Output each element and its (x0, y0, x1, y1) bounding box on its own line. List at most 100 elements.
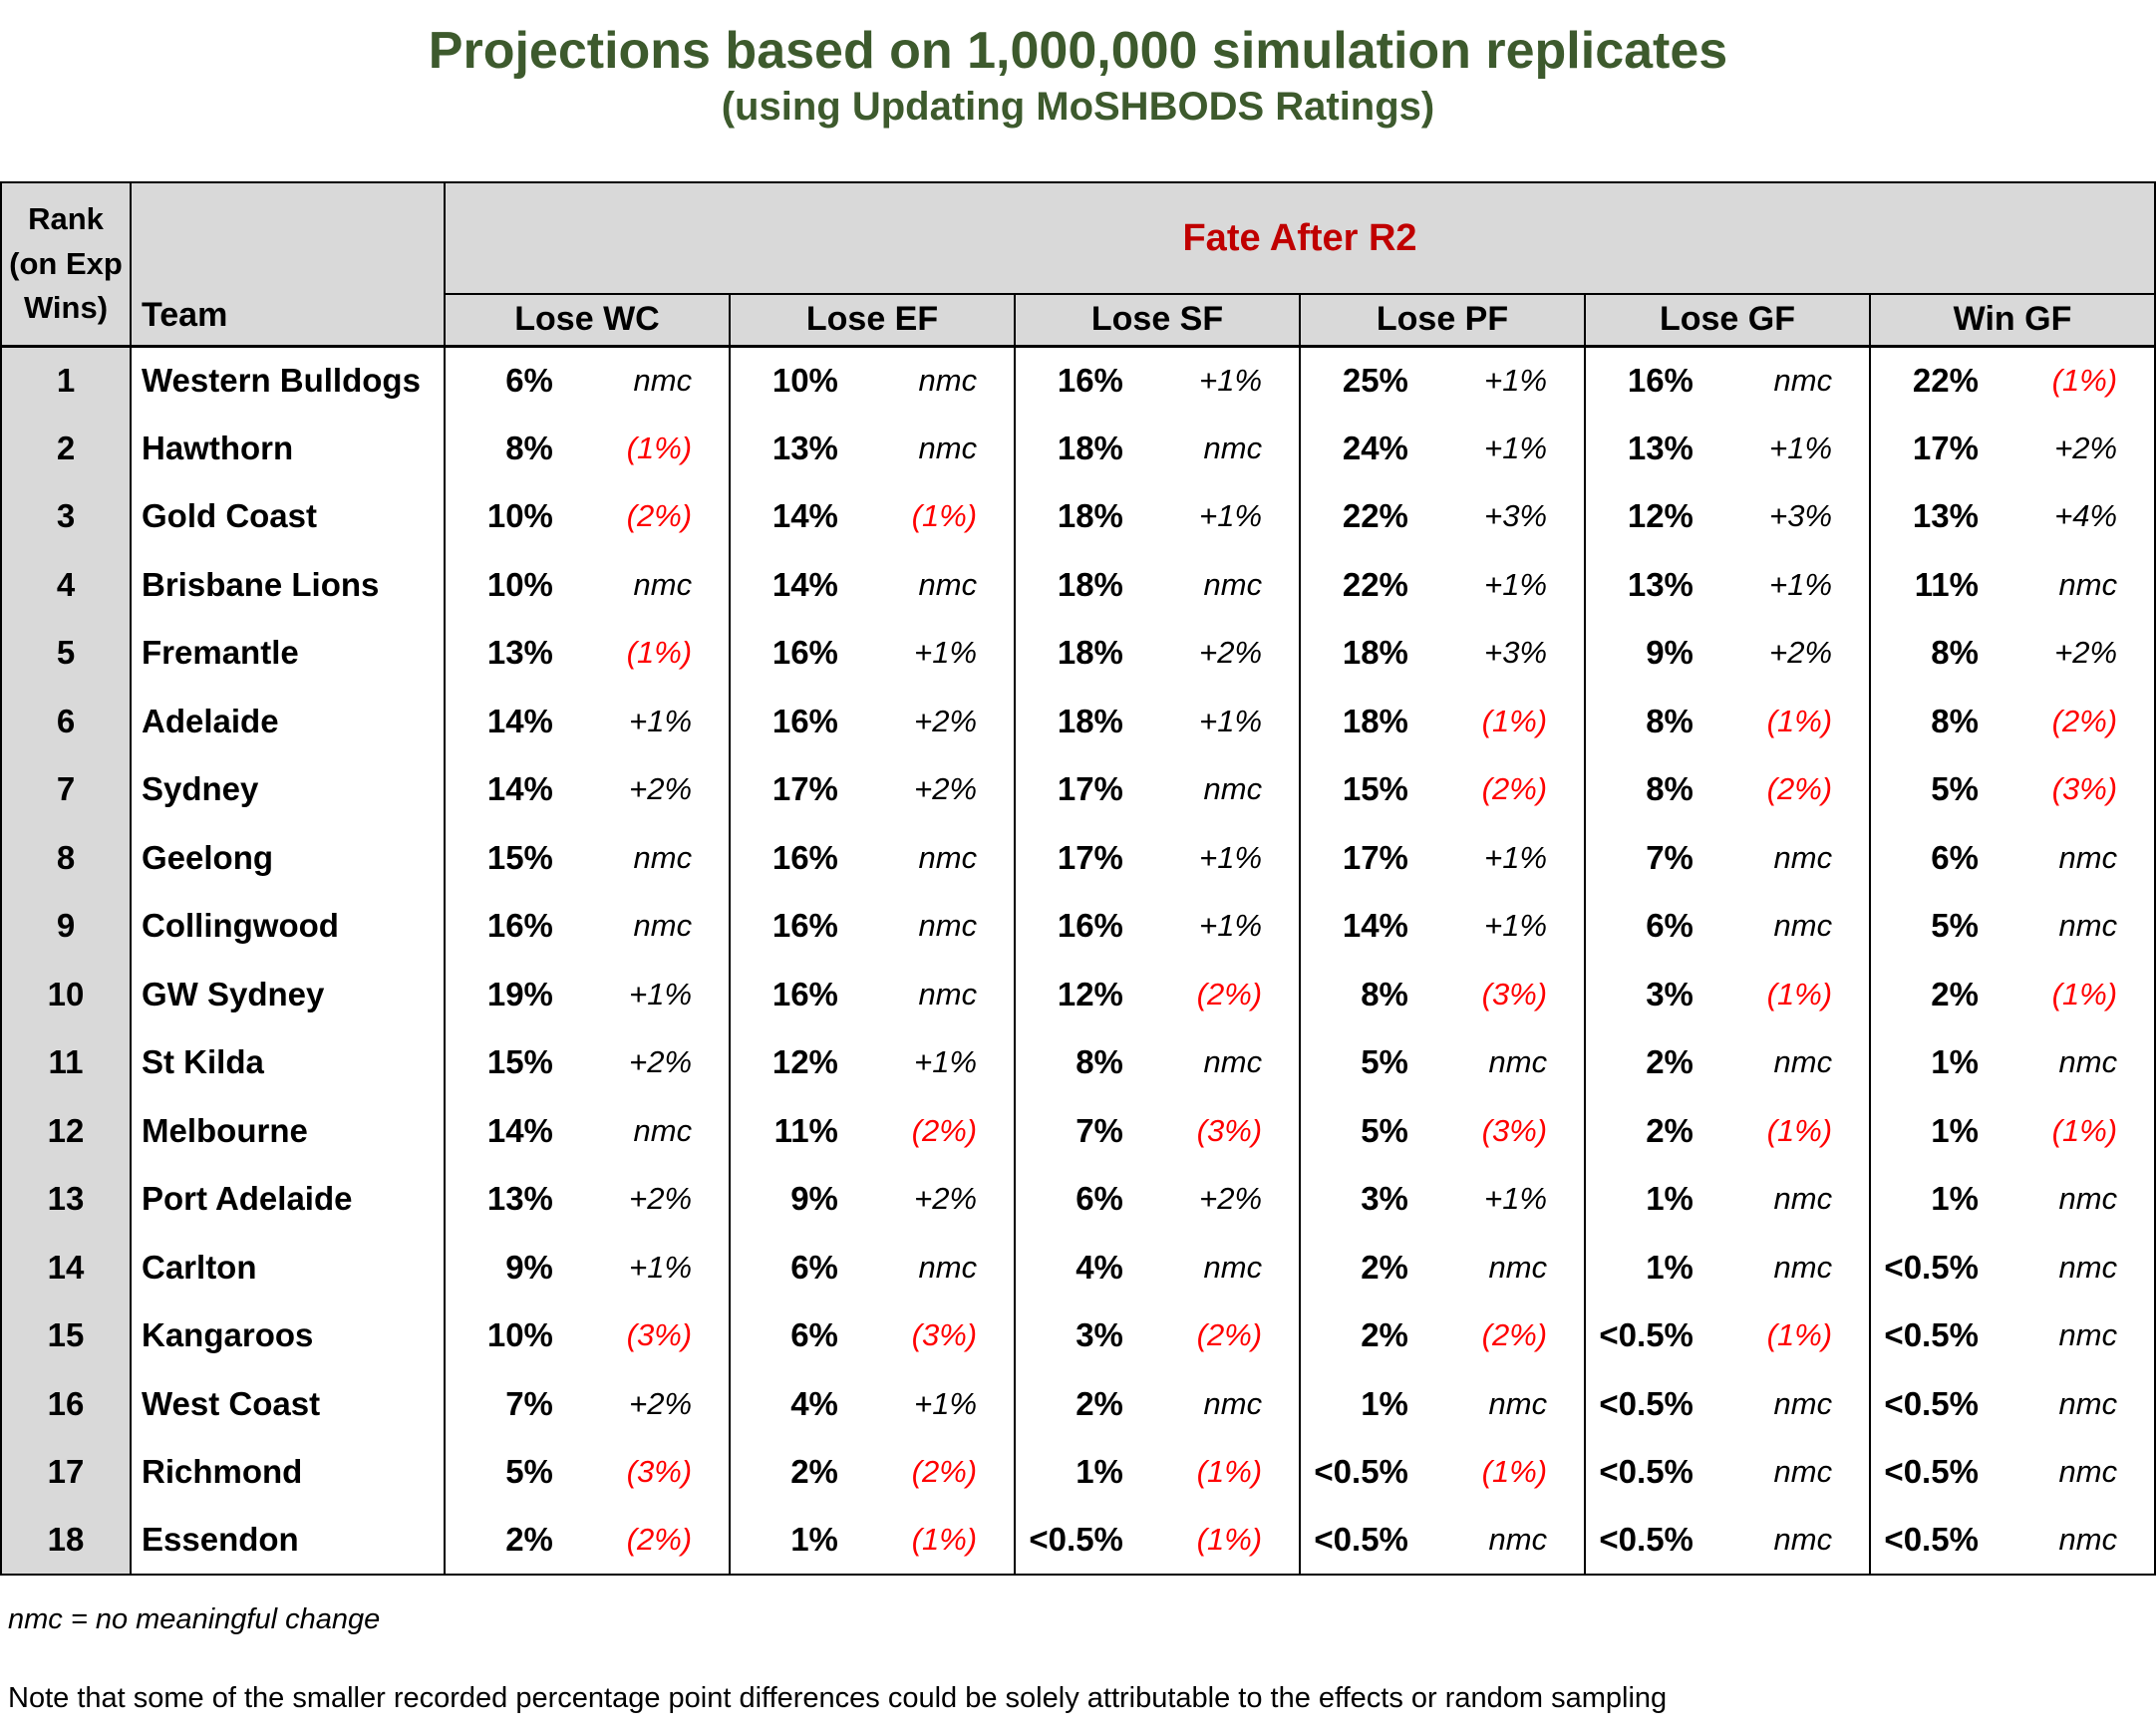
fate-probability: 2% (1931, 975, 1979, 1012)
fate-cell-5: 3% (1%) (1584, 960, 1870, 1029)
fate-change: +1% (1484, 908, 1548, 944)
fate-change: +2% (1769, 635, 1833, 671)
fate-change: +1% (1484, 430, 1548, 465)
fate-subheader-2: Lose EF (729, 294, 1015, 348)
fate-cell-content: 9% +2% (731, 1180, 1014, 1218)
fate-probability: 6% (1931, 838, 1979, 876)
fate-probability: 8% (1931, 634, 1979, 672)
fate-probability: 25% (1342, 362, 1408, 400)
fate-cell-content: 2% (1%) (1586, 1112, 1869, 1150)
fate-cell-content: 7% nmc (1586, 839, 1869, 877)
fate-change: nmc (1488, 1249, 1548, 1285)
fate-probability: 3% (1076, 1316, 1123, 1354)
fate-cell-content: 6% nmc (1586, 907, 1869, 945)
fate-change: nmc (918, 430, 978, 465)
fate-cell-3: 18% nmc (1014, 550, 1300, 620)
fate-cell-content: 13% +1% (1586, 566, 1869, 604)
fate-change: (1%) (1766, 703, 1833, 738)
fate-cell-3: <0.5% (1%) (1014, 1506, 1300, 1576)
fate-cell-2: 14% (1%) (729, 482, 1015, 551)
rank-cell: 9 (1, 892, 132, 961)
fate-change: (2%) (1766, 771, 1833, 807)
fate-cell-1: 5% (3%) (444, 1438, 730, 1507)
fate-cell-content: 22% +1% (1301, 566, 1584, 604)
fate-cell-2: 11% (2%) (729, 1096, 1015, 1166)
fate-change: +1% (1199, 363, 1263, 399)
team-cell: Adelaide (131, 687, 446, 756)
fate-probability: 8% (1646, 770, 1694, 808)
fate-probability: 1% (1931, 1043, 1979, 1081)
page-subtitle: (using Updating MoSHBODS Ratings) (721, 85, 1435, 130)
fate-change: +2% (629, 1181, 693, 1217)
fate-cell-4: 3% +1% (1299, 1165, 1585, 1234)
fate-cell-content: <0.5% nmc (1586, 1453, 1869, 1491)
fate-cell-3: 1% (1%) (1014, 1438, 1300, 1507)
fate-after-r2-header: Fate After R2 (445, 182, 2156, 296)
fate-cell-content: 1% (1%) (1016, 1453, 1299, 1491)
fate-probability: 6% (790, 1316, 838, 1354)
fate-change: +1% (1484, 363, 1548, 399)
fate-cell-content: 1% (1%) (1871, 1112, 2154, 1150)
fate-cell-content: 8% +2% (1871, 634, 2154, 672)
fate-change: nmc (1488, 1385, 1548, 1421)
fate-probability: <0.5% (1884, 1248, 1979, 1286)
team-cell: Port Adelaide (131, 1165, 446, 1234)
fate-cell-content: <0.5% nmc (1586, 1521, 1869, 1559)
fate-probability: 24% (1342, 429, 1408, 466)
fate-cell-content: <0.5% nmc (1871, 1249, 2154, 1287)
fate-cell-content: 3% (1%) (1586, 976, 1869, 1013)
fate-change: (1%) (1196, 1522, 1263, 1558)
fate-cell-content: 2% nmc (1016, 1385, 1299, 1423)
fate-probability: 17% (1912, 429, 1979, 466)
fate-cell-4: 18% +3% (1299, 619, 1585, 688)
fate-change: nmc (1773, 363, 1833, 399)
fate-change: (3%) (626, 1317, 693, 1353)
fate-cell-content: <0.5% nmc (1586, 1385, 1869, 1423)
fate-probability: 15% (486, 1043, 553, 1081)
fate-cell-content: 17% +2% (1871, 430, 2154, 467)
fate-change: +1% (914, 1385, 978, 1421)
fate-cell-content: 16% +1% (731, 634, 1014, 672)
fate-probability: 2% (790, 1453, 838, 1491)
fate-cell-content: 2% (2%) (446, 1521, 729, 1559)
fate-change: nmc (2058, 1385, 2118, 1421)
fate-probability: 3% (1646, 975, 1694, 1012)
fate-change: (2%) (911, 1454, 978, 1490)
fate-cell-4: 17% +1% (1299, 823, 1585, 893)
fate-cell-1: 7% +2% (444, 1369, 730, 1439)
fate-probability: 13% (1912, 497, 1979, 535)
team-cell: West Coast (131, 1369, 446, 1439)
fate-cell-4: <0.5% (1%) (1299, 1438, 1585, 1507)
fate-cell-2: 14% nmc (729, 550, 1015, 620)
fate-cell-1: 13% (1%) (444, 619, 730, 688)
fate-cell-content: 12% (2%) (1016, 976, 1299, 1013)
fate-cell-1: 14% nmc (444, 1096, 730, 1166)
fate-change: nmc (918, 566, 978, 602)
fate-change: +1% (1484, 1181, 1548, 1217)
table-row: 18 Essendon 2% (2%) 1% (1%) <0.5% (1%) <0.5% nmc <… (1, 1506, 2156, 1576)
fate-cell-3: 18% +1% (1014, 482, 1300, 551)
fate-probability: 3% (1361, 1180, 1408, 1218)
fate-cell-3: 17% nmc (1014, 755, 1300, 824)
fate-probability: 17% (1057, 770, 1123, 808)
fate-cell-4: 14% +1% (1299, 892, 1585, 961)
fate-cell-content: 8% (2%) (1871, 703, 2154, 740)
fate-cell-3: 18% nmc (1014, 414, 1300, 483)
fate-cell-2: 1% (1%) (729, 1506, 1015, 1576)
fate-probability: 7% (1076, 1111, 1123, 1149)
fate-cell-5: 13% +1% (1584, 550, 1870, 620)
fate-cell-5: 12% +3% (1584, 482, 1870, 551)
fate-probability: 16% (1627, 362, 1694, 400)
fate-probability: 9% (1646, 634, 1694, 672)
fate-change: (3%) (626, 1454, 693, 1490)
fate-cell-6: 13% +4% (1868, 482, 2156, 551)
fate-cell-2: 10% nmc (729, 346, 1015, 415)
fate-cell-3: 17% +1% (1014, 823, 1300, 893)
fate-cell-2: 9% +2% (729, 1165, 1015, 1234)
rank-cell: 17 (1, 1438, 132, 1507)
rank-cell: 4 (1, 550, 132, 620)
fate-cell-2: 6% (3%) (729, 1301, 1015, 1370)
fate-cell-content: 16% nmc (731, 839, 1014, 877)
fate-change: +2% (1199, 1181, 1263, 1217)
rank-cell: 6 (1, 687, 132, 756)
